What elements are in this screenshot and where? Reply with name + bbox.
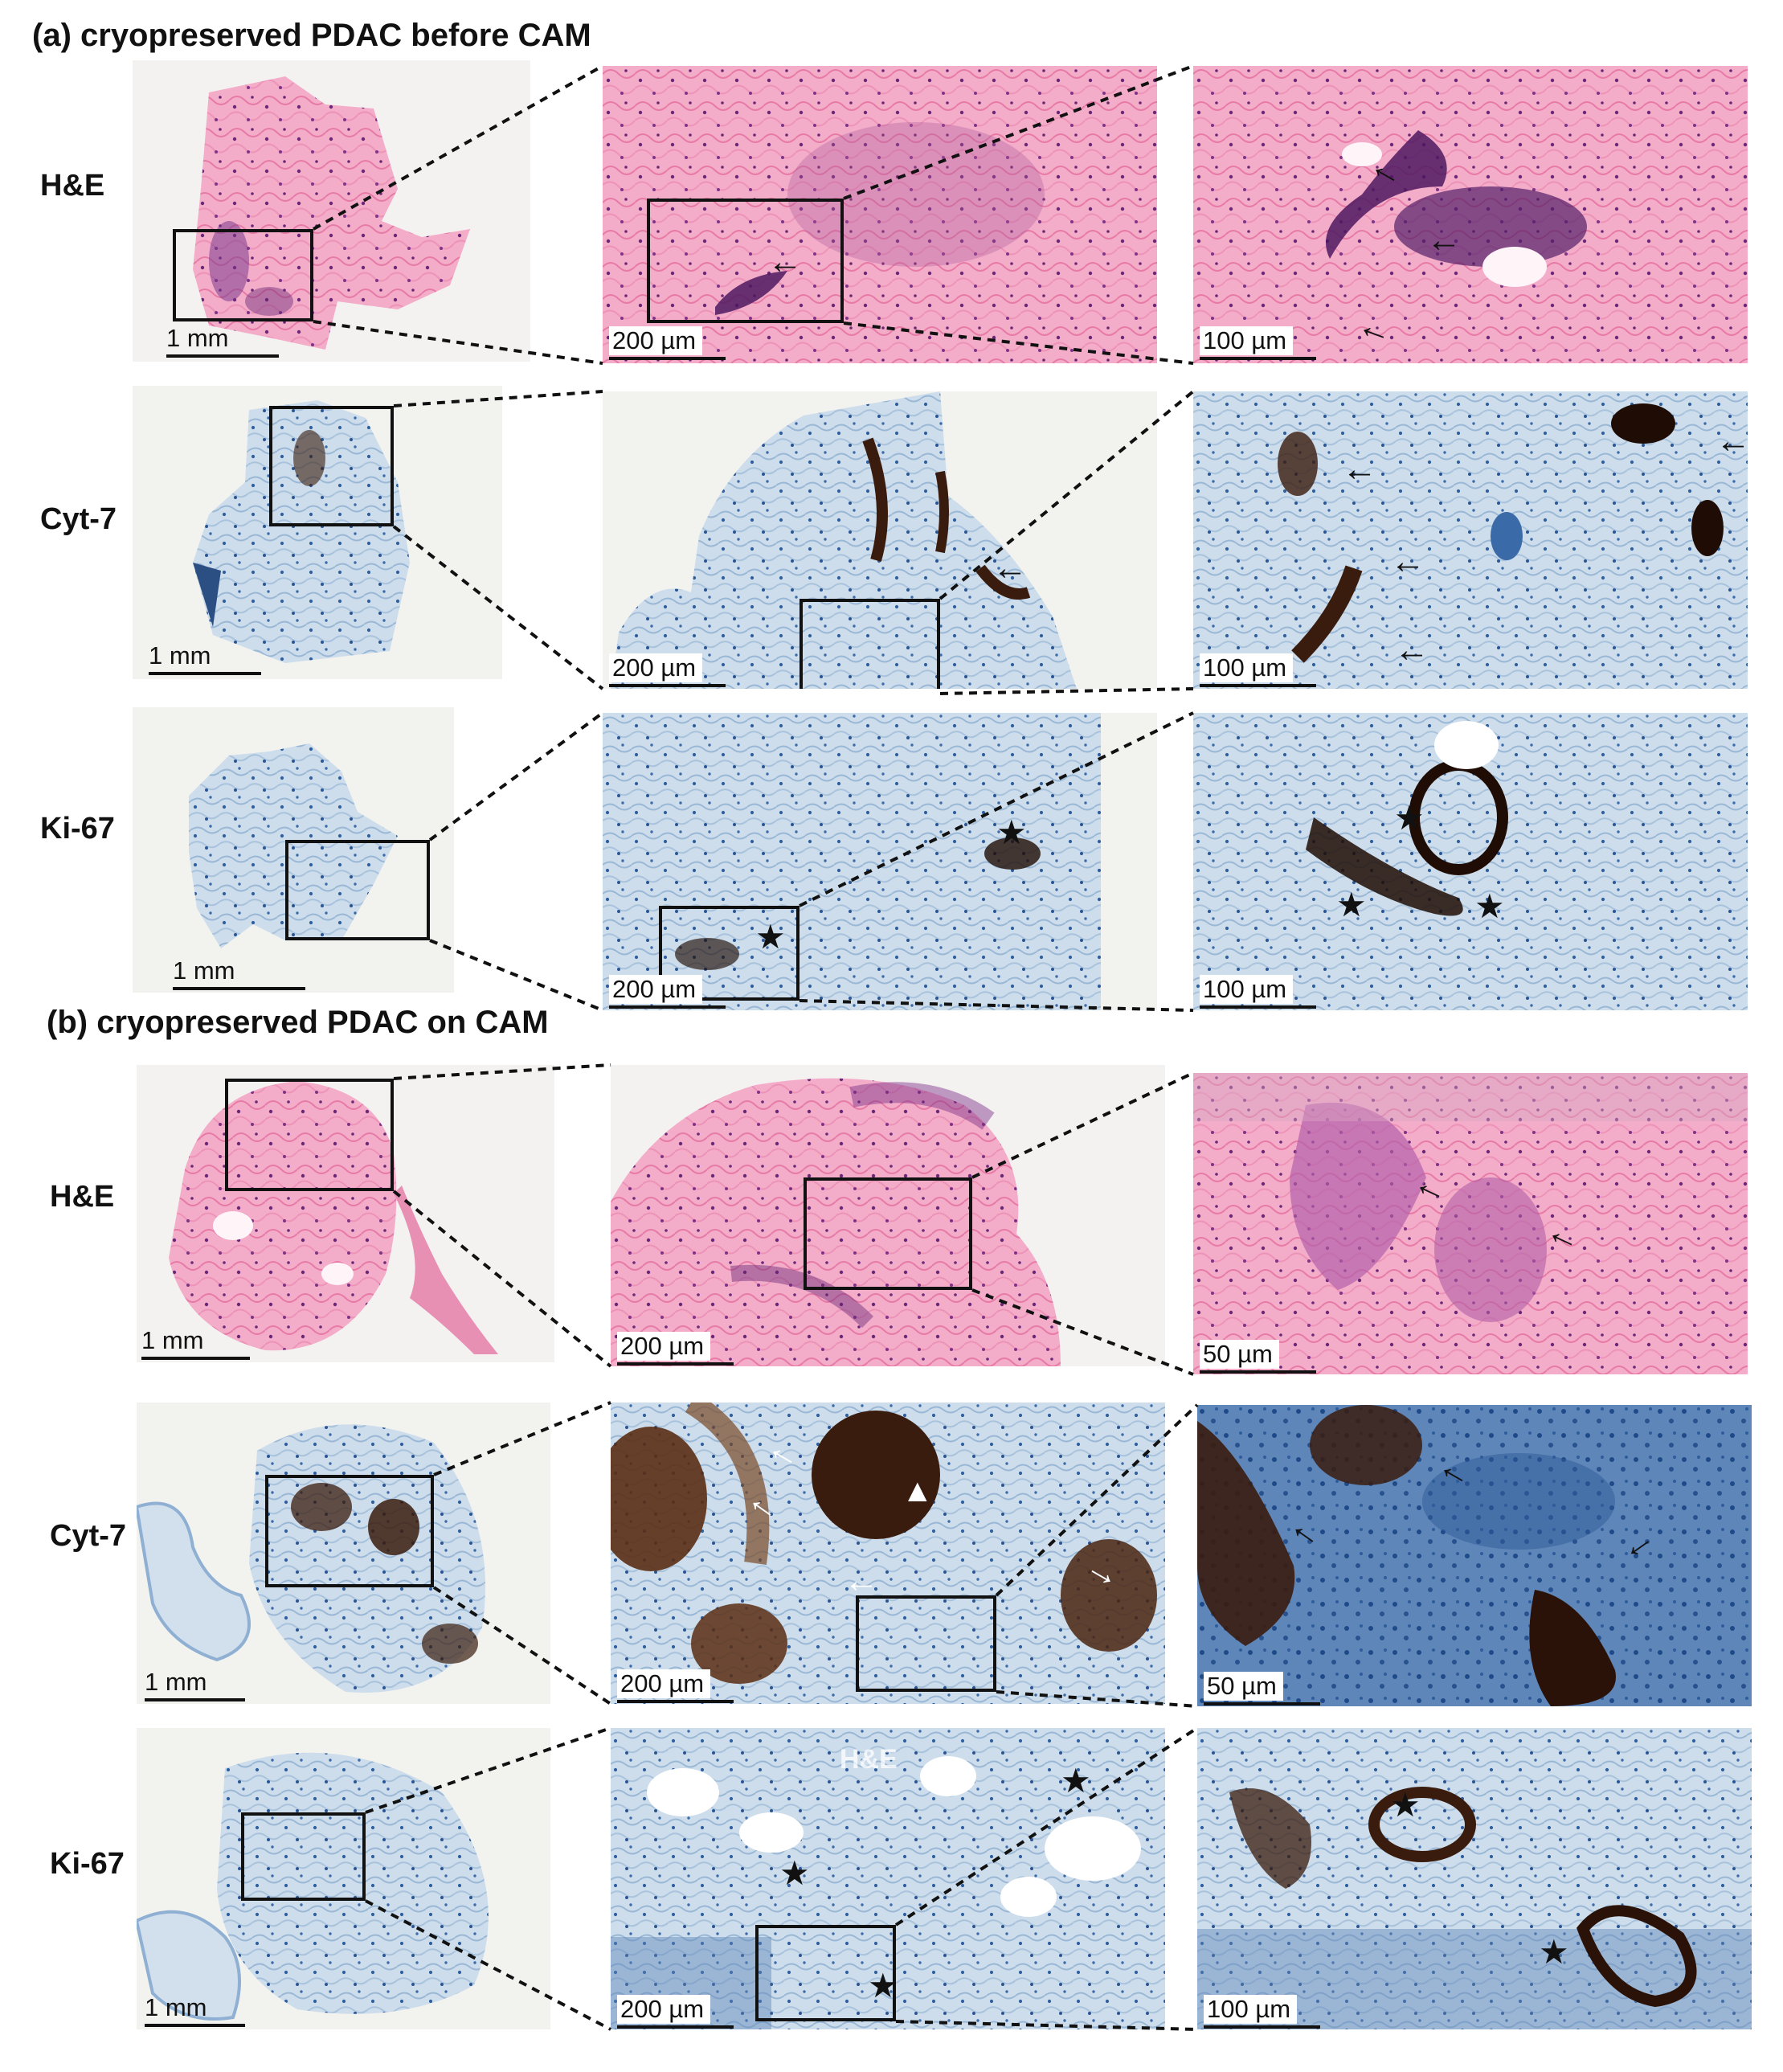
a-ki-mid: ★ ★ 200 µm	[603, 713, 1157, 1010]
star-icon: ★	[1539, 1933, 1569, 1971]
scale-text: 1 mm	[141, 1326, 204, 1354]
a-cyt-mid-scalebar: 200 µm	[609, 650, 738, 687]
scale-text: 100 µm	[1200, 326, 1294, 355]
b-ki-mid-scalebar: 200 µm	[617, 1992, 746, 2029]
left-arrow-icon: ←	[844, 1561, 879, 1600]
a-ki-zoom-box	[285, 840, 430, 940]
b-cyt-mid-zoom-box	[856, 1595, 996, 1692]
scale-text: 50 µm	[1200, 1340, 1279, 1369]
star-icon: ★	[1336, 886, 1367, 923]
row-label-a-he: H&E	[40, 169, 105, 203]
a-he-mid: ← 200 µm	[603, 66, 1157, 363]
b-ki-mid-zoom-box	[755, 1925, 896, 2021]
a-ki-mid-zoom-box	[659, 906, 799, 1001]
row-label-b-ki: Ki-67	[50, 1847, 125, 1881]
a-he-mid-zoom-box	[647, 199, 844, 323]
scale-text: 200 µm	[609, 653, 703, 682]
a-he-mid-scalebar: 200 µm	[609, 323, 738, 360]
scale-text: 100 µm	[1200, 975, 1294, 1004]
left-arrow-icon: ←	[1342, 449, 1377, 489]
a-ki-overview: 1 mm	[133, 707, 454, 993]
a-cyt-overview-scalebar: 1 mm	[149, 641, 269, 675]
scale-text: 1 mm	[149, 641, 211, 670]
b-cyt-zoom: ← ← ← 50 µm	[1197, 1405, 1752, 1706]
b-he-zoom: ← ← 50 µm	[1193, 1073, 1748, 1374]
scale-text: 1 mm	[166, 324, 229, 352]
b-cyt-overview-scalebar: 1 mm	[145, 1668, 257, 1701]
left-arrow-icon: ←	[992, 548, 1028, 588]
left-arrow-icon: ←	[767, 242, 803, 281]
b-he-mid-zoom-box	[804, 1177, 972, 1290]
b-cyt-overview: 1 mm	[137, 1402, 550, 1704]
a-cyt-mid: ← 200 µm	[603, 391, 1157, 689]
a-he-overview-scalebar: 1 mm	[166, 324, 287, 358]
scale-text: 1 mm	[145, 1668, 207, 1696]
star-icon: ★	[1390, 1786, 1421, 1824]
a-he-zoom: ← ← ← 100 µm	[1193, 66, 1748, 363]
section-b-title: (b) cryopreserved PDAC on CAM	[47, 1005, 549, 1040]
star-icon: ★	[755, 918, 786, 956]
b-cyt-mid: ▲ ← ← ← ← 200 µm	[611, 1402, 1165, 1704]
scale-text: 200 µm	[609, 975, 703, 1004]
scale-text: 200 µm	[609, 326, 703, 355]
b-cyt-zoom-box	[265, 1475, 434, 1587]
scale-text: 1 mm	[173, 956, 235, 985]
b-he-mid: 200 µm	[611, 1065, 1165, 1366]
b-ki-mid: H&E ★ ★ ★ 200 µm	[611, 1728, 1165, 2029]
scale-text: 50 µm	[1204, 1672, 1283, 1701]
b-ki-overview-scalebar: 1 mm	[145, 1993, 257, 2027]
scale-text: 100 µm	[1204, 1995, 1298, 2024]
star-icon: ★	[1474, 887, 1505, 925]
scale-text: 200 µm	[617, 1669, 711, 1698]
star-icon: ★	[1061, 1762, 1091, 1800]
row-label-a-cyt: Cyt-7	[40, 502, 117, 536]
a-cyt-zoom-box	[269, 406, 394, 526]
scale-text: 100 µm	[1200, 653, 1294, 682]
b-ki-zoom-box	[241, 1812, 366, 1901]
b-ki-zoom-scalebar: 100 µm	[1204, 1992, 1332, 2029]
he-watermark: H&E	[840, 1744, 898, 1775]
row-label-b-he: H&E	[50, 1180, 115, 1214]
a-he-zoom-box	[173, 229, 313, 321]
triangle-icon: ▲	[902, 1473, 934, 1509]
a-ki-zoom: ★ ★ ★ 100 µm	[1193, 713, 1748, 1010]
b-he-overview-scalebar: 1 mm	[141, 1326, 254, 1360]
row-label-b-cyt: Cyt-7	[50, 1519, 127, 1553]
b-cyt-zoom-scalebar: 50 µm	[1204, 1669, 1332, 1706]
a-cyt-zoom-scalebar: 100 µm	[1200, 650, 1328, 687]
left-arrow-icon: ←	[1716, 421, 1748, 461]
b-he-zoom-box	[225, 1079, 394, 1191]
b-ki-overview: 1 mm	[137, 1728, 550, 2029]
scale-text: 200 µm	[617, 1995, 711, 2024]
left-arrow-icon: ←	[1390, 542, 1425, 581]
a-cyt-zoom: ← ← ← ← 100 µm	[1193, 391, 1748, 689]
a-he-overview: 1 mm	[133, 60, 530, 362]
b-he-overview: 1 mm	[137, 1065, 554, 1362]
a-ki-zoom-scalebar: 100 µm	[1200, 972, 1328, 1009]
b-he-mid-scalebar: 200 µm	[617, 1329, 746, 1366]
b-ki-zoom: ★ ★ 100 µm	[1197, 1728, 1752, 2029]
a-cyt-overview: 1 mm	[133, 386, 502, 679]
scale-text: 1 mm	[145, 1993, 207, 2021]
star-icon: ★	[1394, 799, 1425, 837]
star-icon: ★	[779, 1854, 810, 1892]
a-ki-mid-scalebar: 200 µm	[609, 972, 738, 1009]
star-icon: ★	[996, 813, 1027, 851]
a-cyt-mid-zoom-box	[799, 599, 940, 689]
a-he-zoom-scalebar: 100 µm	[1200, 323, 1328, 360]
left-arrow-icon: ←	[1426, 220, 1462, 260]
scale-text: 200 µm	[617, 1332, 711, 1361]
row-label-a-ki: Ki-67	[40, 812, 115, 846]
left-arrow-icon: ←	[1394, 630, 1429, 670]
a-ki-overview-scalebar: 1 mm	[173, 956, 305, 990]
b-cyt-mid-scalebar: 200 µm	[617, 1666, 746, 1703]
section-a-title: (a) cryopreserved PDAC before CAM	[32, 18, 591, 53]
b-he-zoom-scalebar: 50 µm	[1200, 1337, 1328, 1374]
